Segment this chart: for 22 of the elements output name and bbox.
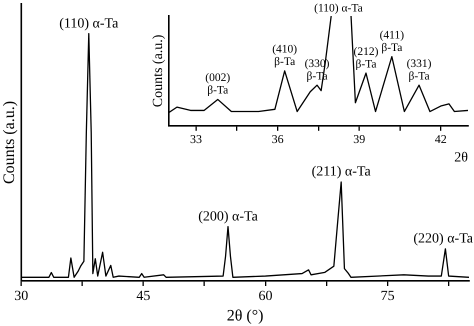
x-tick-label: 60 — [258, 289, 272, 304]
x-tick-label: 42 — [434, 132, 447, 146]
annotation: (211) α-Ta — [312, 164, 372, 180]
x-tick-label: 30 — [14, 289, 28, 304]
annotation: (212) β-Ta — [354, 46, 379, 70]
y-axis-title: Counts (a.u.) — [151, 34, 166, 108]
annotation: (410) β-Ta — [272, 44, 298, 68]
annotation: (220) α-Ta — [413, 232, 474, 247]
annotation: (002) β-Ta — [205, 72, 230, 97]
annotation: (411) β-Ta — [380, 29, 404, 54]
x-tick-label: 33 — [190, 132, 202, 146]
x-tick-label: 39 — [353, 132, 366, 146]
x-tick-label: 75 — [380, 289, 395, 304]
x-tick-label: 45 — [136, 289, 150, 304]
annotation: (110) α-Ta — [59, 16, 120, 32]
x-axis-title: 2θ — [454, 150, 468, 166]
text: (110) α-Ta — [314, 2, 363, 14]
annotation: (331) β-Ta — [406, 58, 432, 82]
annotation: (200) α-Ta — [198, 209, 259, 224]
x-tick-label: 36 — [272, 132, 284, 146]
y-axis-title: Counts (a.u.) — [0, 100, 18, 184]
x-axis-title: 2θ (°) — [226, 308, 264, 325]
